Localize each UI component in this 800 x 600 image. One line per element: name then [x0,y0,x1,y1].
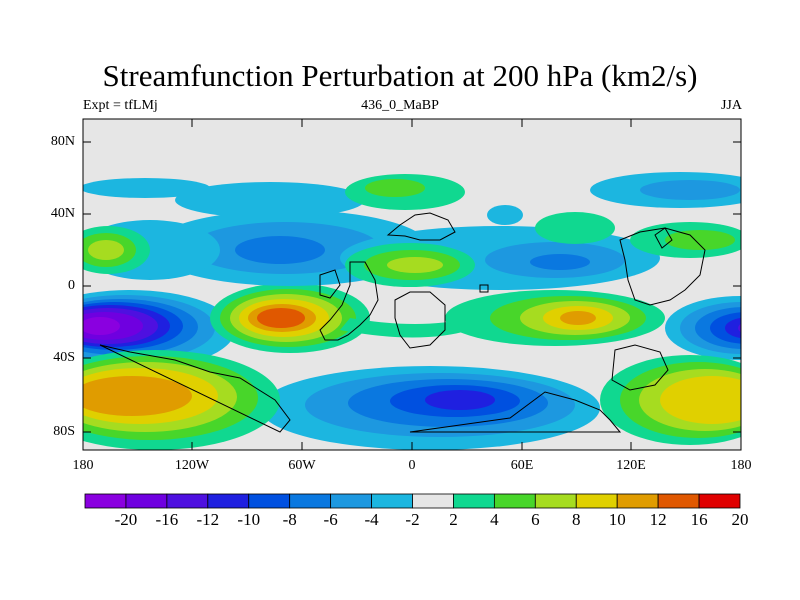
colorbar-label: -2 [405,510,420,529]
colorbar-label: 8 [572,510,581,529]
colorbar-swatch [493,493,536,509]
contour-neg-6-nh-east [530,254,590,270]
colorbar-label: 6 [531,510,540,529]
lon-label-0: 0 [408,458,416,473]
colorbar-swatch [534,493,577,509]
colorbar-swatch [371,493,413,509]
contour-neg-12-east [738,323,741,333]
contour-pos-6-npac [88,240,124,260]
contour-neg-6-nh [235,236,325,264]
contour-pos-8-se [660,376,741,424]
lat-label-40n: 40N [50,206,75,221]
antarctica-west-outline [99,344,291,433]
colorbar-label: 4 [490,510,499,529]
contour-pos-2-tongue [340,318,470,338]
colorbar-swatch [289,493,332,509]
page-title: Streamfunction Perturbation at 200 hPa (… [102,58,698,93]
colorbar-label: -16 [155,510,179,529]
colorbar-label: -8 [282,510,297,529]
colorbar-label: -20 [114,510,138,529]
antarctica-east-outline [409,391,622,433]
contour-pos-10-sw [83,376,192,416]
colorbar-swatch [248,493,291,509]
lat-label-40s: 40S [53,350,75,365]
colorbar-label: -12 [196,510,220,529]
lon-label-180w: 180 [72,458,94,473]
colorbar-swatch [330,493,372,509]
contour-neg-20 [83,317,120,335]
colorbar-label: 2 [449,510,458,529]
colorbar-swatch [698,493,741,509]
colorbar-swatch [166,493,209,509]
colorbar [84,493,741,509]
contour-pos-10-trop-east [560,311,596,325]
experiment-label: Expt = tfLMj [83,98,158,113]
contour-pos-4-eurasia [365,179,425,197]
contour-field [83,172,741,450]
colorbar-label: 12 [649,510,667,529]
contour-neg-2-highlat [175,182,365,218]
lat-label-0: 0 [68,278,75,293]
lon-label-60e: 60E [510,458,534,473]
colorbar-label: 16 [690,510,708,529]
lon-label-120e: 120E [616,458,646,473]
contour-neg-2-highlat-west [83,178,210,198]
colorbar-label: -10 [237,510,261,529]
colorbar-label: 20 [731,510,749,529]
contour-pos-2-asia [535,212,615,244]
coastlines [99,212,706,433]
season-label: JJA [720,98,742,113]
run-label: 436_0_MaBP [361,98,439,113]
japan-outline [654,227,673,249]
contour-pos-4-npac-east [665,230,735,250]
colorbar-swatch [207,493,250,509]
contour-pos-16-trop [257,308,305,328]
colorbar-label: 10 [608,510,626,529]
lat-label-80n: 80N [50,134,75,149]
contour-neg-10-south [425,390,495,410]
contour-neg-8-east [710,312,741,344]
colorbar-swatch [125,493,168,509]
y-ticks [83,141,741,433]
colorbar-label: -4 [364,510,379,529]
colorbar-swatch [657,493,700,509]
lon-label-120w: 120W [174,458,210,473]
contour-pos-6-africa [387,257,443,273]
island-outline [479,284,489,293]
lat-label-80s: 80S [53,424,75,439]
lon-label-60w: 60W [288,458,316,473]
colorbar-swatch [453,493,495,509]
contour-neg-4-siberia [640,180,740,200]
colorbar-swatch [616,493,659,509]
africa-outline [394,291,446,349]
central-america-outline [319,269,341,299]
lon-label-180e: 180 [730,458,752,473]
colorbar-swatch [412,493,454,509]
contour-neg-2-small [487,205,523,225]
contour-neg-10-east [725,317,741,339]
south-america-outline [319,261,379,341]
colorbar-swatch [84,493,127,509]
colorbar-label: -6 [323,510,338,529]
europe-outline [386,212,456,241]
australia-outline [611,344,669,391]
x-ticks [191,119,632,450]
colorbar-swatch [575,493,618,509]
